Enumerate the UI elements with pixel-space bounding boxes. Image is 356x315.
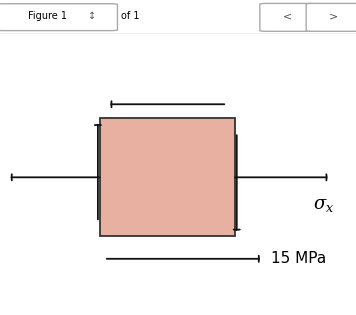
Text: of 1: of 1 — [121, 11, 140, 21]
Text: <: < — [283, 11, 292, 21]
FancyBboxPatch shape — [260, 3, 315, 31]
FancyBboxPatch shape — [0, 4, 117, 31]
FancyBboxPatch shape — [306, 3, 356, 31]
Text: 15 MPa: 15 MPa — [271, 251, 326, 266]
Text: ↕: ↕ — [89, 11, 96, 21]
Bar — [100, 118, 235, 236]
Text: Figure 1: Figure 1 — [28, 11, 68, 21]
Text: >: > — [329, 11, 338, 21]
Text: $\sigma_x$: $\sigma_x$ — [313, 197, 335, 215]
